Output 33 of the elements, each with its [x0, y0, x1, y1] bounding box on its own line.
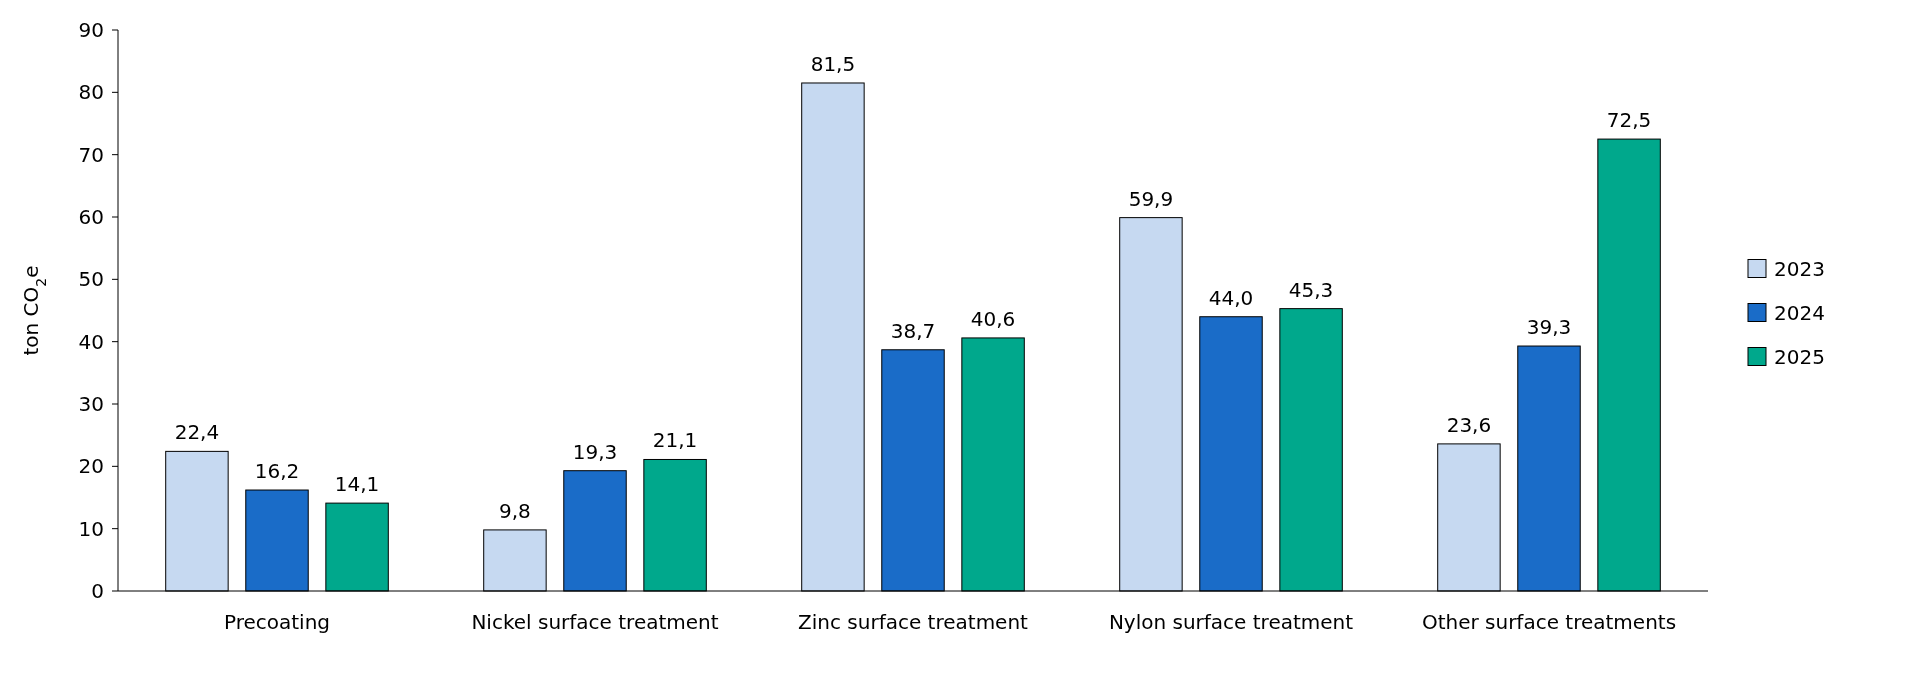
data-label: 14,1: [334, 472, 380, 497]
y-tick-label: 60: [78, 205, 104, 229]
x-tick-label: Nickel surface treatment: [471, 610, 719, 634]
x-tick-label: Precoating: [223, 610, 331, 634]
data-label: 21,1: [652, 428, 698, 453]
data-label: 9,8: [499, 498, 531, 523]
y-tick-label: 40: [78, 329, 104, 354]
y-tick-label: 0: [91, 579, 104, 603]
data-label: 81,5: [810, 51, 856, 76]
y-tick-label: 30: [78, 392, 104, 416]
x-tick-label: Zinc surface treatment: [798, 610, 1029, 634]
legend-label: 2024: [1774, 300, 1825, 325]
data-label: 44,0: [1208, 285, 1254, 310]
data-label: 59,9: [1128, 186, 1174, 211]
data-label: 23,6: [1446, 412, 1492, 437]
data-label: 39,3: [1526, 315, 1572, 340]
y-tick-label: 80: [78, 80, 104, 105]
data-label: 40,6: [970, 306, 1016, 331]
y-tick-label: 10: [78, 516, 104, 541]
legend-label: 2025: [1774, 344, 1825, 369]
x-tick-label: Nylon surface treatment: [1108, 610, 1354, 634]
data-label: 16,2: [254, 459, 300, 484]
data-label: 19,3: [572, 439, 618, 464]
y-tick-label: 90: [78, 18, 104, 42]
y-tick-label: 50: [78, 267, 104, 292]
y-tick-label: 70: [78, 142, 104, 167]
x-tick-label: Other surface treatments: [1421, 610, 1677, 634]
data-label: 38,7: [890, 318, 936, 343]
y-tick-label: 20: [78, 454, 104, 479]
legend-label: 2023: [1774, 256, 1825, 281]
data-label: 45,3: [1288, 277, 1334, 302]
data-label: 72,5: [1606, 108, 1652, 133]
data-label: 22,4: [174, 420, 220, 445]
